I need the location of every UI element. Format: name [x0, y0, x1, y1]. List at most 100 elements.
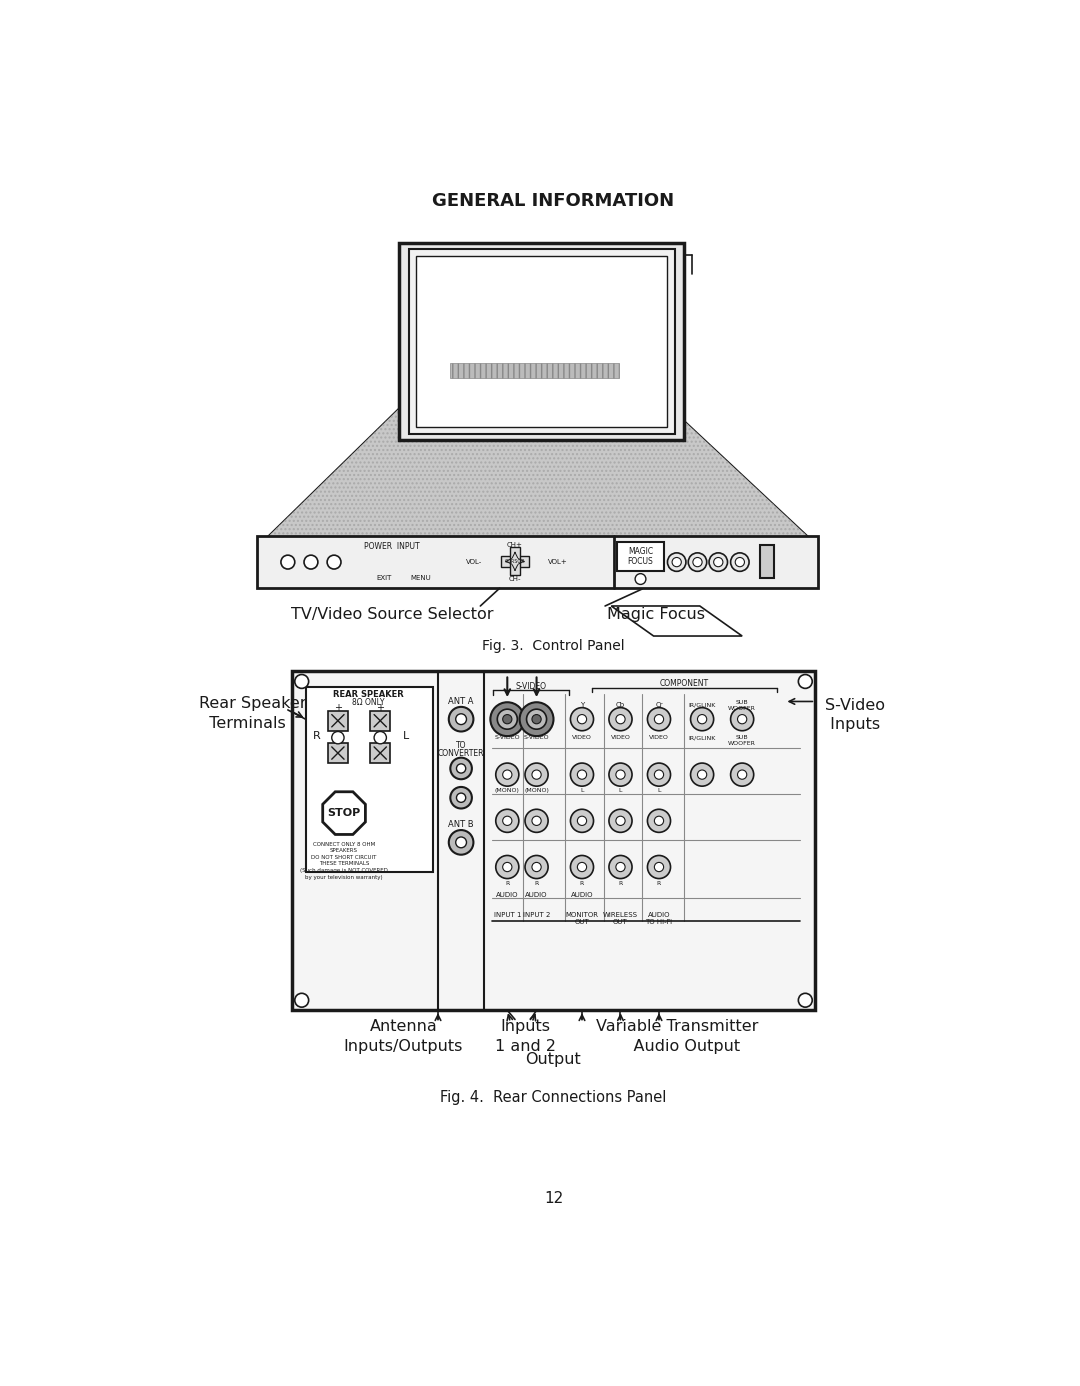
- Circle shape: [735, 557, 744, 567]
- Polygon shape: [611, 606, 742, 636]
- Text: +: +: [334, 703, 342, 712]
- Bar: [408, 249, 675, 434]
- Circle shape: [688, 553, 706, 571]
- Circle shape: [502, 862, 512, 872]
- Circle shape: [616, 771, 625, 779]
- Text: Variable Transmitter
    Audio Output: Variable Transmitter Audio Output: [595, 1020, 758, 1055]
- Ellipse shape: [416, 557, 433, 567]
- Text: Magic Focus: Magic Focus: [607, 607, 705, 622]
- Circle shape: [525, 855, 549, 879]
- Bar: [328, 711, 348, 730]
- Circle shape: [710, 553, 728, 571]
- Text: S-Video
 Inputs: S-Video Inputs: [825, 697, 886, 732]
- Circle shape: [647, 855, 671, 879]
- Text: Cr: Cr: [656, 703, 663, 708]
- Text: VIDEO: VIDEO: [649, 736, 669, 740]
- Circle shape: [570, 855, 594, 879]
- Text: Rear Speaker
  Terminals: Rear Speaker Terminals: [200, 696, 307, 730]
- Text: Cb: Cb: [616, 703, 625, 708]
- Circle shape: [730, 708, 754, 730]
- Circle shape: [332, 732, 345, 744]
- Circle shape: [490, 703, 524, 736]
- Polygon shape: [323, 791, 365, 834]
- Text: CONVERTER: CONVERTER: [437, 748, 484, 758]
- Circle shape: [496, 855, 518, 879]
- Text: Antenna
Inputs/Outputs: Antenna Inputs/Outputs: [343, 1020, 463, 1055]
- Text: AUDIO: AUDIO: [570, 891, 593, 898]
- Text: R: R: [535, 881, 539, 886]
- Circle shape: [654, 862, 663, 872]
- Circle shape: [578, 862, 586, 872]
- Circle shape: [730, 764, 754, 786]
- Circle shape: [738, 771, 746, 779]
- Circle shape: [532, 771, 541, 779]
- Circle shape: [450, 787, 472, 808]
- Circle shape: [449, 707, 473, 732]
- Circle shape: [730, 553, 750, 571]
- Text: MONITOR
OUT: MONITOR OUT: [566, 912, 598, 924]
- Ellipse shape: [364, 557, 381, 567]
- Text: L: L: [580, 789, 583, 793]
- Bar: [442, 351, 626, 363]
- Circle shape: [693, 557, 702, 567]
- Circle shape: [647, 809, 671, 833]
- Circle shape: [654, 771, 663, 779]
- Circle shape: [609, 855, 632, 879]
- Circle shape: [667, 553, 686, 571]
- Circle shape: [690, 708, 714, 730]
- Circle shape: [519, 703, 554, 736]
- Circle shape: [527, 710, 546, 729]
- Circle shape: [456, 714, 467, 725]
- Circle shape: [714, 557, 723, 567]
- Bar: [618, 542, 663, 571]
- Circle shape: [295, 994, 309, 1008]
- Circle shape: [295, 675, 309, 689]
- Text: VIDEO: VIDEO: [572, 736, 592, 740]
- Text: VOL+: VOL+: [549, 559, 568, 565]
- Circle shape: [609, 809, 632, 833]
- Text: CURSOR: CURSOR: [504, 559, 525, 564]
- Text: INPUT 2: INPUT 2: [523, 912, 550, 918]
- Bar: [400, 244, 685, 439]
- Text: S-VIDEO: S-VIDEO: [524, 736, 550, 740]
- Text: R: R: [313, 732, 321, 742]
- Circle shape: [374, 732, 387, 744]
- Circle shape: [449, 830, 473, 855]
- Circle shape: [609, 708, 632, 730]
- Circle shape: [690, 764, 714, 786]
- Text: R: R: [580, 881, 584, 886]
- Text: CH-: CH-: [509, 577, 522, 582]
- Text: SUB
WOOFER: SUB WOOFER: [728, 700, 756, 711]
- Circle shape: [457, 793, 465, 802]
- Text: (MONO): (MONO): [495, 789, 519, 793]
- Text: Fig. 4.  Rear Connections Panel: Fig. 4. Rear Connections Panel: [441, 1091, 666, 1105]
- Text: AUDIO: AUDIO: [525, 891, 548, 898]
- Circle shape: [532, 862, 541, 872]
- Circle shape: [616, 715, 625, 723]
- Circle shape: [450, 758, 472, 779]
- Text: R: R: [505, 881, 510, 886]
- Circle shape: [456, 837, 467, 848]
- Bar: [257, 536, 818, 588]
- Text: IR/GLINK: IR/GLINK: [688, 703, 716, 708]
- Circle shape: [502, 771, 512, 779]
- Circle shape: [578, 715, 586, 723]
- Text: MENU: MENU: [410, 575, 431, 581]
- Circle shape: [698, 771, 706, 779]
- Bar: [760, 545, 773, 578]
- Circle shape: [532, 816, 541, 826]
- Circle shape: [570, 708, 594, 730]
- Circle shape: [525, 809, 549, 833]
- Circle shape: [738, 715, 746, 723]
- Circle shape: [457, 764, 465, 773]
- Circle shape: [502, 715, 512, 723]
- Circle shape: [281, 556, 295, 570]
- Text: IR/GLINK: IR/GLINK: [688, 736, 716, 740]
- Circle shape: [798, 675, 812, 689]
- Polygon shape: [261, 378, 815, 543]
- Ellipse shape: [390, 557, 406, 567]
- Text: 8Ω ONLY: 8Ω ONLY: [352, 697, 384, 707]
- Circle shape: [327, 556, 341, 570]
- Circle shape: [496, 764, 518, 786]
- Bar: [417, 255, 667, 427]
